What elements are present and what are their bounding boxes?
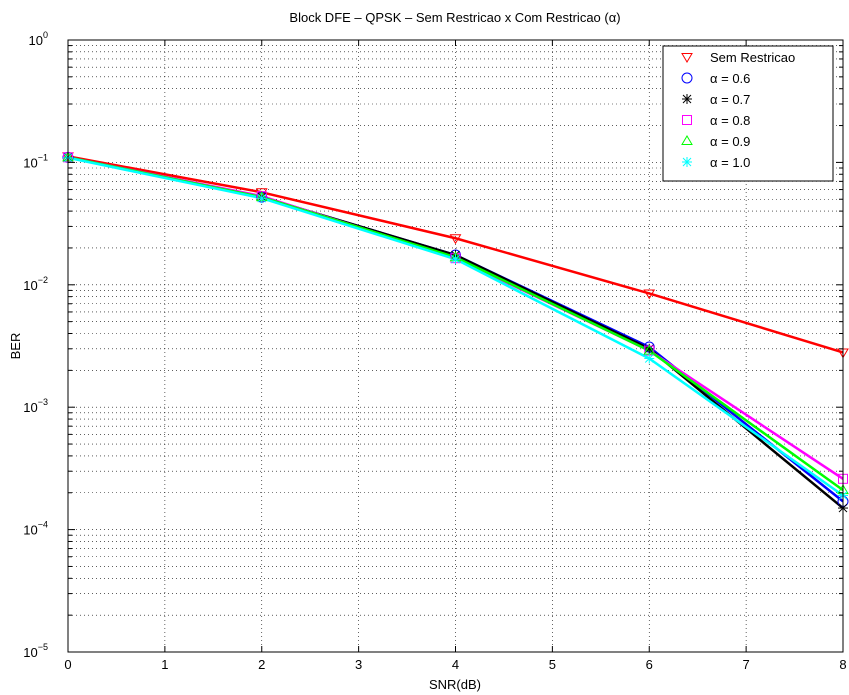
legend-marker-2-stroke bbox=[682, 94, 692, 104]
legend-marker-3 bbox=[682, 115, 692, 125]
x-tick-label: 1 bbox=[161, 657, 168, 672]
y-tick-label: 10−4 bbox=[23, 520, 48, 538]
series-line-0 bbox=[67, 155, 844, 354]
legend-label-4: α = 0.9 bbox=[710, 134, 750, 149]
y-axis-label: BER bbox=[8, 333, 23, 360]
legend: Sem Restricao α = 0.6 α = 0.7 α = 0.8 α = 0.… bbox=[662, 45, 834, 182]
data-point-stroke bbox=[257, 193, 267, 203]
y-tick-label: 10−3 bbox=[23, 397, 48, 415]
x-tick-labels: 0 1 2 3 4 5 6 7 8 bbox=[64, 657, 846, 672]
chart-title: Block DFE – QPSK – Sem Restricao x Com R… bbox=[289, 10, 620, 25]
x-tick-label: 5 bbox=[549, 657, 556, 672]
x-tick-label: 7 bbox=[743, 657, 750, 672]
legend-label-1: α = 0.6 bbox=[710, 71, 750, 86]
series-0 bbox=[67, 155, 844, 354]
x-tick-label: 2 bbox=[258, 657, 265, 672]
data-point bbox=[644, 353, 655, 364]
x-tick-label: 3 bbox=[355, 657, 362, 672]
y-tick-label: 100 bbox=[29, 30, 48, 48]
y-tick-label: 10−5 bbox=[23, 642, 48, 660]
y-tick-labels: 100 10−1 10−2 10−3 10−4 10−5 bbox=[23, 30, 48, 660]
legend-marker-5-stroke bbox=[682, 157, 692, 167]
series-layer bbox=[62, 151, 849, 514]
data-point bbox=[449, 234, 462, 245]
data-point bbox=[450, 254, 461, 265]
data-point bbox=[256, 193, 267, 204]
legend-marker-1 bbox=[681, 72, 693, 84]
x-axis-label: SNR(dB) bbox=[429, 677, 481, 692]
data-point-stroke bbox=[644, 354, 654, 363]
legend-marker-4 bbox=[681, 135, 693, 145]
legend-label-2: α = 0.7 bbox=[710, 92, 750, 107]
x-tick-label: 6 bbox=[646, 657, 653, 672]
legend-box bbox=[662, 45, 834, 182]
data-point-stroke bbox=[451, 254, 460, 264]
legend-label-3: α = 0.8 bbox=[710, 113, 750, 128]
x-tick-label: 4 bbox=[452, 657, 459, 672]
y-tick-label: 10−2 bbox=[23, 275, 48, 293]
legend-marker-2 bbox=[682, 94, 692, 104]
y-tick-label: 10−1 bbox=[23, 152, 48, 170]
legend-label-5: α = 1.0 bbox=[710, 155, 750, 170]
legend-label-0: Sem Restricao bbox=[710, 50, 795, 65]
axis-ticks bbox=[67, 40, 844, 653]
legend-marker-5 bbox=[682, 157, 692, 167]
data-point bbox=[643, 289, 656, 300]
x-tick-label: 0 bbox=[64, 657, 71, 672]
legend-marker-0 bbox=[681, 53, 693, 63]
x-tick-label: 8 bbox=[839, 657, 846, 672]
